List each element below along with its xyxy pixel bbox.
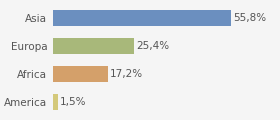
Bar bbox=[53, 66, 108, 82]
Bar bbox=[53, 10, 231, 26]
Bar bbox=[53, 38, 134, 54]
Text: 25,4%: 25,4% bbox=[136, 41, 169, 51]
Text: 1,5%: 1,5% bbox=[60, 97, 87, 107]
Bar bbox=[53, 94, 58, 110]
Text: 17,2%: 17,2% bbox=[110, 69, 143, 79]
Text: 55,8%: 55,8% bbox=[233, 13, 266, 23]
